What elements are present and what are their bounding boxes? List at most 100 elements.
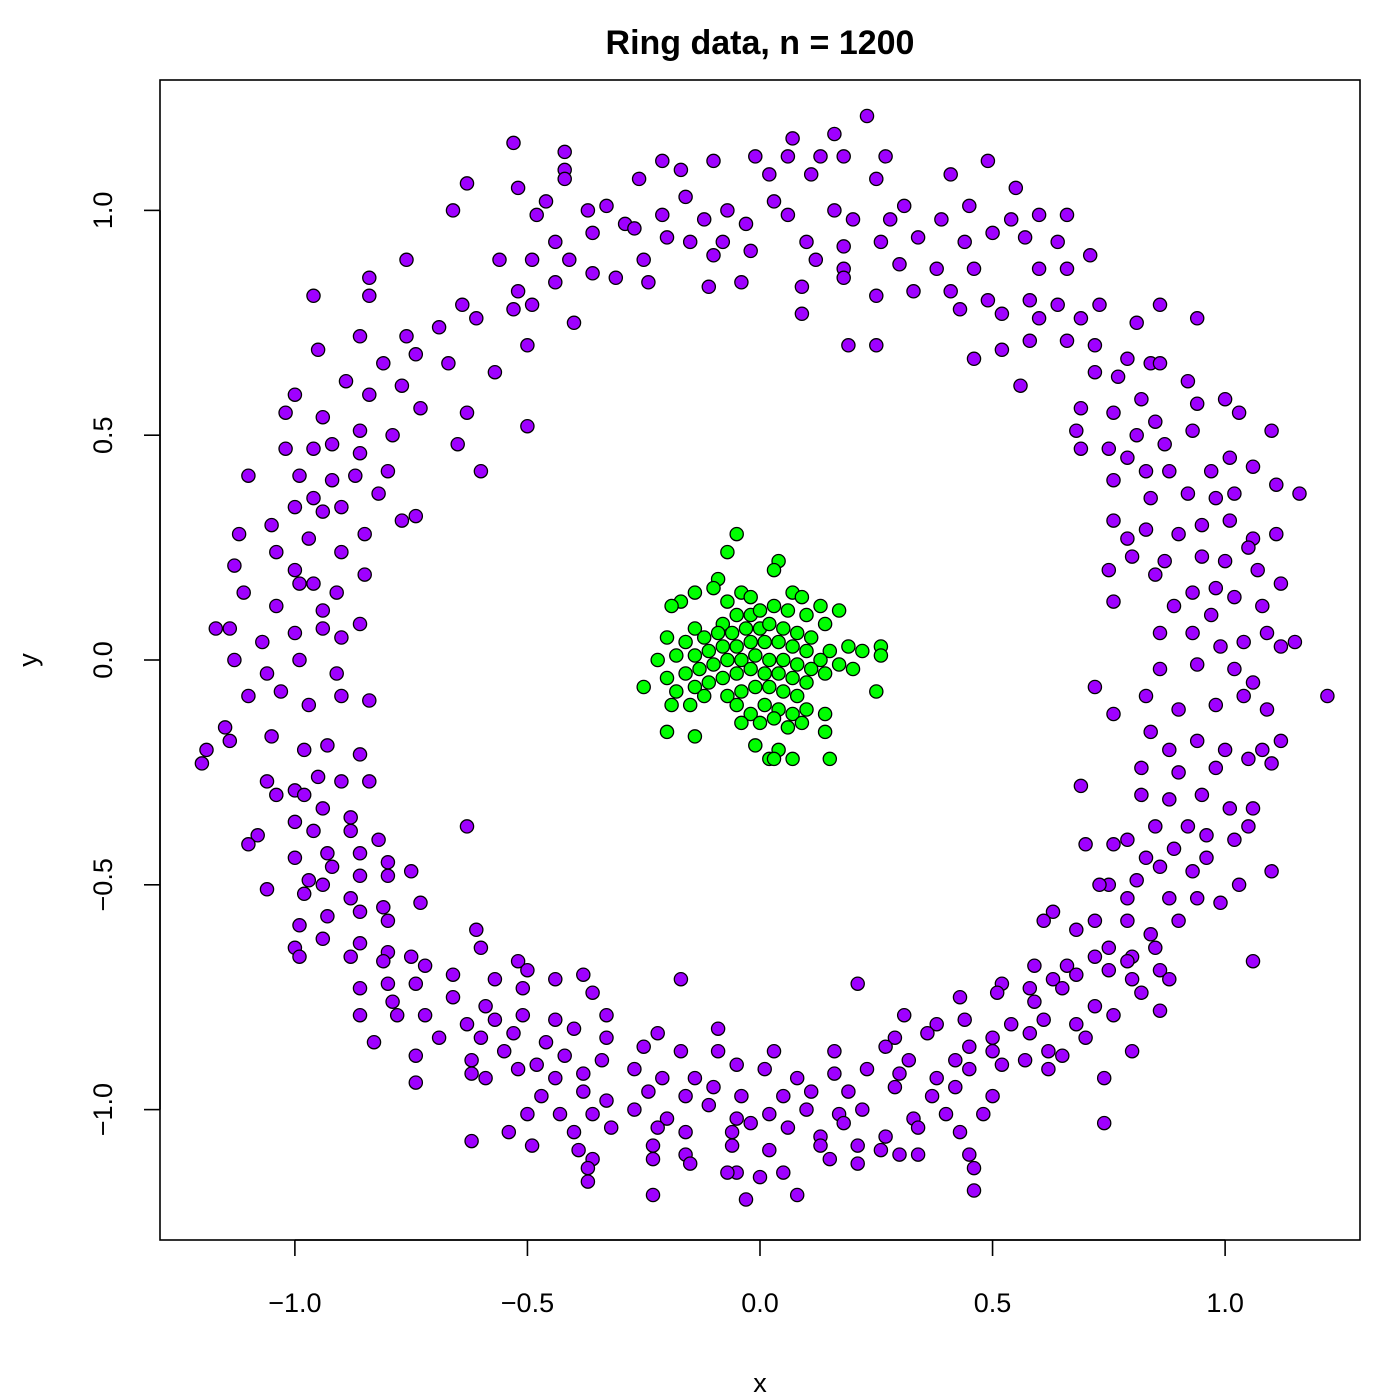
data-point [734, 1088, 749, 1104]
data-point [1073, 400, 1089, 416]
data-point [287, 814, 303, 830]
data-point [1217, 553, 1233, 569]
data-point [748, 149, 763, 164]
data-point [571, 1142, 586, 1158]
data-point [296, 886, 312, 902]
data-point [1096, 1115, 1112, 1131]
data-point [506, 1025, 521, 1041]
data-point [659, 230, 675, 245]
data-point [380, 868, 396, 884]
data-point [408, 347, 424, 362]
data-point [1106, 706, 1121, 722]
data-point [1269, 477, 1284, 492]
data-point [836, 270, 851, 286]
data-point [1134, 985, 1149, 1000]
data-point [296, 742, 312, 758]
data-point [371, 486, 386, 501]
data-point [966, 351, 982, 367]
data-point [1189, 733, 1205, 749]
data-point [1078, 1030, 1093, 1045]
data-point [352, 868, 368, 884]
data-point [287, 625, 303, 641]
data-point [1236, 634, 1251, 650]
data-point [706, 580, 721, 596]
data-point [1273, 576, 1289, 591]
data-point [1129, 873, 1144, 888]
data-point [1171, 765, 1186, 780]
data-point [585, 1106, 600, 1122]
data-point [813, 652, 828, 668]
data-point [315, 801, 331, 816]
data-point [1087, 338, 1103, 353]
data-point [334, 499, 349, 515]
data-point [720, 544, 735, 560]
data-point [1217, 391, 1233, 407]
data-point [1027, 958, 1042, 973]
data-point [855, 1102, 870, 1117]
data-point [794, 589, 810, 605]
data-point [1073, 778, 1089, 794]
data-point [585, 266, 600, 281]
data-point [869, 684, 884, 699]
data-point [1087, 679, 1103, 695]
data-point [841, 639, 856, 654]
data-point [952, 1124, 968, 1140]
data-point [408, 1048, 424, 1063]
data-point [822, 1151, 838, 1167]
data-point [1152, 962, 1168, 978]
data-point [343, 810, 358, 825]
data-point [887, 1030, 903, 1045]
data-point [534, 1088, 549, 1104]
data-point [934, 212, 949, 227]
data-point [766, 751, 782, 767]
data-point [799, 234, 814, 250]
y-tick-label: 0.0 [88, 641, 118, 679]
data-point [334, 630, 349, 645]
data-point [645, 1187, 661, 1203]
data-point [706, 153, 721, 169]
data-point [752, 603, 768, 618]
data-point [538, 1034, 554, 1050]
data-point [910, 1120, 926, 1135]
data-point [408, 508, 424, 524]
data-point [1124, 1043, 1140, 1059]
data-point [762, 679, 777, 695]
data-point [1073, 311, 1089, 326]
data-point [1162, 742, 1177, 758]
data-point [706, 248, 721, 263]
data-point [1245, 459, 1261, 474]
data-point [310, 342, 326, 358]
data-point [1264, 756, 1279, 771]
data-point [464, 1052, 479, 1068]
data-point [273, 684, 289, 699]
data-point [208, 621, 224, 636]
data-point [520, 1106, 535, 1122]
data-point [292, 949, 307, 964]
data-point [789, 1070, 805, 1086]
data-point [962, 198, 977, 214]
y-axis: −1.0 −0.5 0.0 0.5 1.0 [88, 192, 161, 1136]
data-point [817, 706, 833, 722]
data-point [1129, 427, 1144, 443]
data-point [287, 850, 303, 866]
data-point [1069, 423, 1084, 438]
data-point [459, 176, 475, 191]
data-point [1185, 585, 1200, 600]
data-point [445, 203, 461, 218]
data-point [706, 657, 721, 672]
data-point [994, 342, 1010, 358]
data-point [952, 989, 968, 1005]
data-point [222, 733, 238, 749]
data-point [794, 306, 810, 322]
data-point [1171, 526, 1186, 542]
data-point [1203, 607, 1219, 623]
data-point [827, 203, 842, 218]
data-point [515, 1007, 531, 1023]
data-point [487, 1012, 503, 1027]
x-tick-label: 0.0 [741, 1288, 779, 1318]
data-point [948, 1052, 963, 1068]
data-point [682, 697, 698, 713]
data-point [780, 149, 796, 164]
data-point [1134, 787, 1149, 803]
data-point [292, 576, 307, 591]
